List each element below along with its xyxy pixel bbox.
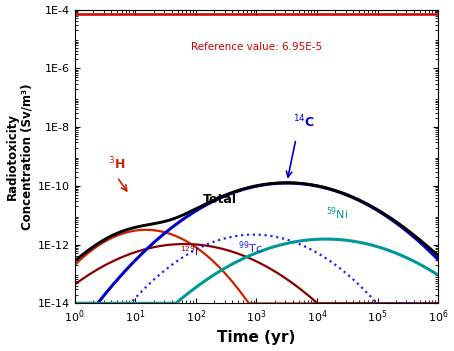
X-axis label: Time (yr): Time (yr) [217,330,296,345]
Text: Total: Total [203,193,237,206]
Text: $^{99}$Tc: $^{99}$Tc [238,240,263,256]
Y-axis label: Radiotoxicity
Concentration (Sv/m³): Radiotoxicity Concentration (Sv/m³) [5,83,34,230]
Text: Reference value: 6.95E-5: Reference value: 6.95E-5 [191,42,322,52]
Text: $^{59}$Ni: $^{59}$Ni [326,205,348,222]
Text: $^{14}$C: $^{14}$C [293,113,315,130]
Text: $^{129}$I: $^{129}$I [180,244,198,258]
Text: $^{3}$H: $^{3}$H [108,155,125,172]
